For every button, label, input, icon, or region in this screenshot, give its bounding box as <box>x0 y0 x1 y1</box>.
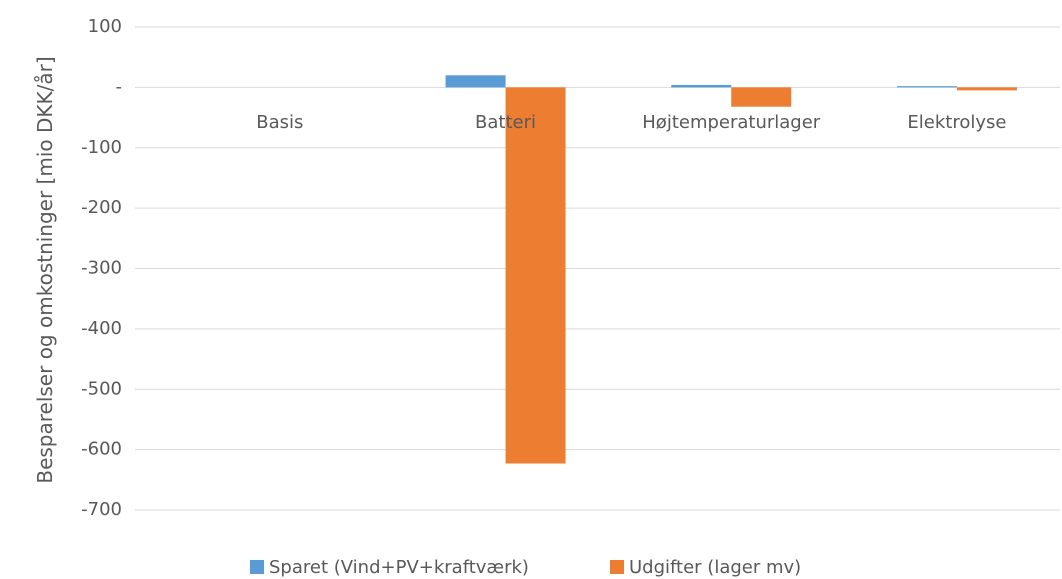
bar <box>671 84 732 88</box>
x-tick-label: Basis <box>256 112 303 133</box>
x-tick-label: Elektrolyse <box>907 112 1006 133</box>
y-tick-label: -600 <box>81 439 122 460</box>
y-tick-label: -300 <box>81 258 122 279</box>
y-tick-label: -700 <box>81 499 122 520</box>
bar <box>956 87 1017 91</box>
bar <box>445 75 506 88</box>
y-tick-label: - <box>116 76 123 97</box>
y-tick-label: -200 <box>81 197 122 218</box>
legend-label: Udgifter (lager mv) <box>629 557 801 578</box>
y-tick-label: -500 <box>81 378 122 399</box>
x-tick-label: Højtemperaturlager <box>642 112 821 133</box>
bar <box>505 87 566 464</box>
legend-swatch <box>610 560 624 574</box>
y-tick-label: 100 <box>88 16 122 37</box>
legend-swatch <box>250 560 264 574</box>
y-tick-label: -400 <box>81 318 122 339</box>
y-tick-label: -100 <box>81 137 122 158</box>
bar <box>731 87 792 107</box>
bar <box>896 86 957 88</box>
x-tick-label: Batteri <box>475 112 536 133</box>
y-axis-title: Besparelser og omkostninger [mio DKK/år] <box>33 56 57 484</box>
legend-label: Sparet (Vind+PV+kraftværk) <box>269 557 529 578</box>
